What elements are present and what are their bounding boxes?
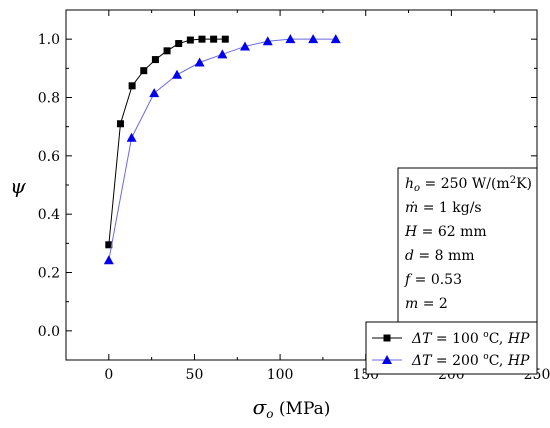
parameter-line: ho = 250 W/(m2K) [405, 175, 532, 194]
series-1-point [175, 40, 183, 48]
parameter-line: m = 2 [405, 296, 448, 312]
series-1-point [163, 47, 171, 55]
x-axis-symbol: σ [253, 395, 268, 419]
parameter-text: = 2 [418, 296, 448, 312]
series-2-point [149, 88, 160, 98]
parameter-text: = 0.53 [410, 272, 462, 288]
parameter-text: m [405, 296, 418, 312]
legend-label-1: ΔT = 100 oC, HP [411, 330, 530, 347]
x-tick-label: 100 [267, 367, 294, 383]
series-2-point [308, 34, 319, 44]
parameter-text: = 62 mm [417, 224, 486, 240]
parameter-text: = 8 mm [414, 248, 475, 264]
series-1-point [151, 56, 159, 64]
series-1-point [140, 67, 148, 75]
series-1-point [221, 35, 229, 43]
parameter-box [397, 167, 538, 323]
parameter-text: 2 [510, 175, 516, 186]
y-tick-label: 0.2 [38, 266, 60, 282]
legend-case: HP [507, 331, 530, 347]
series-2-point [285, 34, 296, 44]
series-1-line [108, 38, 226, 245]
series-1-point [128, 82, 136, 90]
y-tick-label: 0.8 [38, 91, 60, 107]
x-axis-subscript: o [266, 407, 273, 421]
x-axis-title: σo (MPa) [253, 395, 331, 421]
legend-unit: C, [489, 353, 508, 369]
y-tick-label: 1.0 [38, 32, 60, 48]
legend-label-2: ΔT = 200 oC, HP [411, 352, 530, 369]
series-1-point [116, 120, 124, 128]
parameter-line: H = 62 mm [404, 224, 487, 240]
y-tick-label: 0.4 [38, 207, 60, 223]
series-2-point [330, 34, 341, 44]
parameter-text: f [404, 272, 413, 288]
parameter-text: h [405, 176, 414, 192]
x-axis-unit: (MPa) [274, 399, 331, 419]
legend-degree: o [483, 330, 488, 340]
y-tick-label: 0.6 [38, 149, 60, 165]
legend-value: = 200 [431, 353, 483, 369]
parameter-line: d = 8 mm [405, 248, 475, 264]
parameter-text: H [404, 224, 418, 240]
parameter-line: f = 0.53 [404, 272, 462, 288]
legend-case: HP [507, 353, 530, 369]
series-2-point [262, 36, 273, 46]
parameter-text: K) [516, 176, 532, 192]
parameter-text: = 1 kg/s [418, 200, 481, 216]
legend-marker-2 [382, 355, 392, 364]
series-1-point [105, 241, 113, 249]
legend-value: = 100 [431, 331, 483, 347]
x-tick-label: 0 [104, 367, 113, 383]
legend-marker-1 [383, 334, 391, 342]
parameter-line: ṁ = 1 kg/s [405, 200, 482, 216]
series-2-point [126, 132, 137, 142]
parameter-text: d [405, 248, 414, 264]
series-2-point [239, 41, 250, 51]
parameter-text: o [414, 183, 420, 194]
legend-symbol: ΔT [411, 331, 433, 347]
y-axis-title: ψ [10, 174, 26, 198]
series-2-point [103, 255, 114, 265]
series-2-point [217, 49, 228, 59]
series-2-point [171, 69, 182, 79]
y-tick-label: 0.0 [38, 324, 60, 340]
series-1-point [210, 35, 218, 43]
parameter-text: ṁ [405, 200, 418, 216]
legend-unit: C, [489, 331, 508, 347]
series-1-point [186, 36, 194, 44]
series-2-point [194, 57, 205, 67]
parameter-text: = 250 W/(m [420, 176, 510, 192]
legend-degree: o [483, 352, 488, 362]
x-tick-label: 50 [186, 367, 204, 383]
legend-symbol: ΔT [411, 353, 433, 369]
legend-box [365, 321, 538, 375]
series-1-point [198, 35, 206, 43]
